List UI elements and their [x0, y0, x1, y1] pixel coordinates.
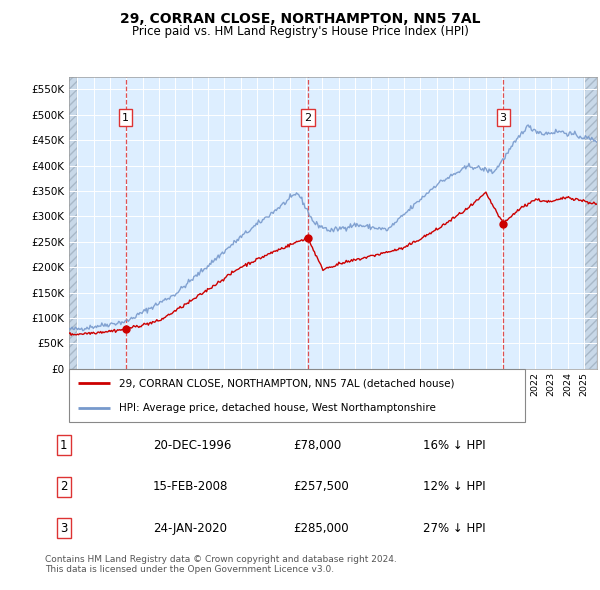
Text: £285,000: £285,000 [293, 522, 349, 535]
Text: 12% ↓ HPI: 12% ↓ HPI [423, 480, 485, 493]
Text: HPI: Average price, detached house, West Northamptonshire: HPI: Average price, detached house, West… [119, 402, 436, 412]
Text: 24-JAN-2020: 24-JAN-2020 [153, 522, 227, 535]
Text: 2: 2 [304, 113, 311, 123]
Text: 3: 3 [500, 113, 506, 123]
Text: Price paid vs. HM Land Registry's House Price Index (HPI): Price paid vs. HM Land Registry's House … [131, 25, 469, 38]
Text: £257,500: £257,500 [293, 480, 349, 493]
Text: £78,000: £78,000 [293, 439, 341, 452]
Text: 29, CORRAN CLOSE, NORTHAMPTON, NN5 7AL (detached house): 29, CORRAN CLOSE, NORTHAMPTON, NN5 7AL (… [119, 378, 455, 388]
Text: 3: 3 [60, 522, 68, 535]
Text: Contains HM Land Registry data © Crown copyright and database right 2024.
This d: Contains HM Land Registry data © Crown c… [45, 555, 397, 574]
Text: 1: 1 [122, 113, 129, 123]
Text: 15-FEB-2008: 15-FEB-2008 [153, 480, 229, 493]
Text: 29, CORRAN CLOSE, NORTHAMPTON, NN5 7AL: 29, CORRAN CLOSE, NORTHAMPTON, NN5 7AL [120, 12, 480, 26]
Text: 1: 1 [60, 439, 68, 452]
Text: 20-DEC-1996: 20-DEC-1996 [153, 439, 232, 452]
Text: 27% ↓ HPI: 27% ↓ HPI [423, 522, 485, 535]
FancyBboxPatch shape [69, 369, 525, 422]
Text: 16% ↓ HPI: 16% ↓ HPI [423, 439, 485, 452]
Text: 2: 2 [60, 480, 68, 493]
